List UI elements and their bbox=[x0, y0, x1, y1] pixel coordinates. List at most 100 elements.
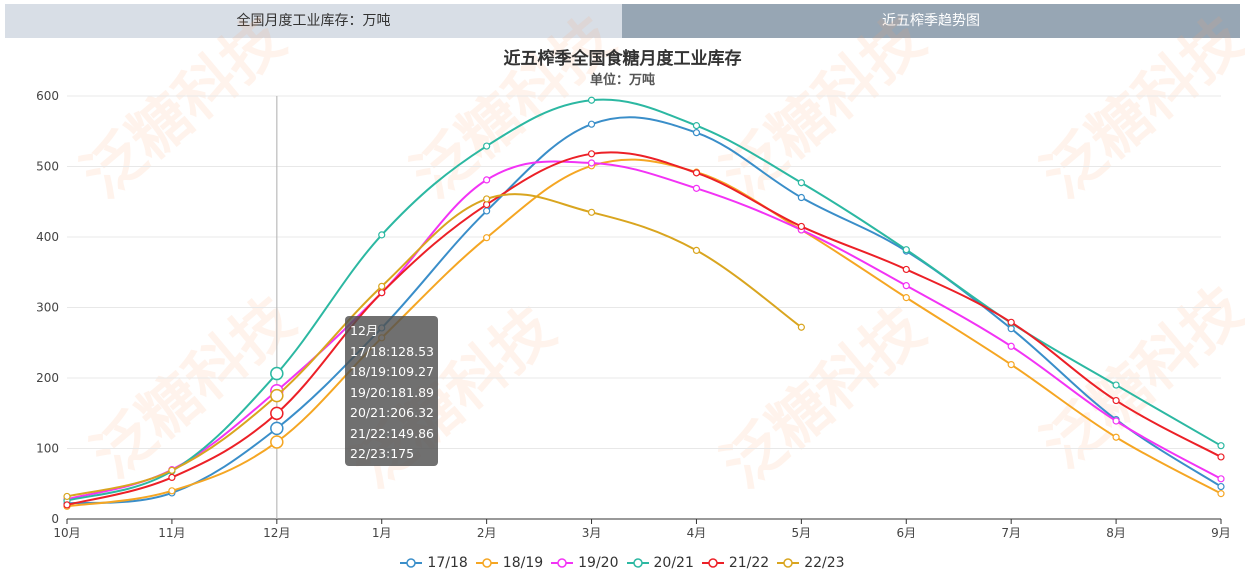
tab-monthly-inventory[interactable]: 全国月度工业库存：万吨 bbox=[5, 4, 622, 38]
y-tick-label: 600 bbox=[36, 89, 59, 103]
chart-subtitle: 单位：万吨 bbox=[589, 73, 655, 88]
tab-five-season-trend[interactable]: 近五榨季趋势图 bbox=[622, 4, 1240, 38]
tooltip-line-2223: 22/23:175 bbox=[350, 446, 415, 461]
y-tick-label: 0 bbox=[51, 512, 59, 526]
tooltip-line-1819: 18/19:109.27 bbox=[350, 364, 434, 379]
data-point bbox=[270, 366, 284, 381]
x-tick-label: 11月 bbox=[158, 526, 185, 540]
data-point bbox=[692, 122, 701, 130]
data-point bbox=[902, 265, 910, 274]
y-tick-label: 300 bbox=[36, 301, 59, 315]
data-point bbox=[797, 193, 805, 202]
data-point bbox=[1112, 396, 1120, 405]
legend-label: 21/22 bbox=[728, 555, 770, 571]
data-point bbox=[168, 466, 176, 474]
x-tick-label: 12月 bbox=[263, 526, 290, 540]
x-tick-label: 5月 bbox=[792, 526, 812, 540]
legend-label: 20/21 bbox=[653, 555, 694, 571]
data-point bbox=[902, 294, 910, 302]
legend-item-2223[interactable]: 22/23 bbox=[777, 555, 845, 571]
tooltip-line-1920: 19/20:181.89 bbox=[350, 384, 434, 400]
data-point bbox=[797, 222, 805, 231]
y-tick-label: 400 bbox=[36, 230, 59, 244]
legend-marker-icon bbox=[777, 558, 800, 568]
data-point bbox=[1217, 442, 1225, 450]
data-point bbox=[63, 501, 71, 509]
y-tick-label: 100 bbox=[36, 442, 59, 456]
tooltip-line-2021: 20/21:206.32 bbox=[350, 405, 434, 420]
data-point bbox=[483, 207, 491, 215]
tooltip-line-1718: 17/18:128.53 bbox=[350, 343, 434, 359]
series-line-2223 bbox=[66, 193, 802, 498]
legend-marker-icon bbox=[626, 558, 649, 568]
data-point bbox=[483, 142, 491, 150]
data-point bbox=[587, 208, 596, 216]
x-tick-label: 6月 bbox=[896, 526, 916, 540]
data-point bbox=[902, 246, 910, 254]
legend-marker-icon bbox=[701, 558, 724, 568]
data-point bbox=[587, 159, 596, 167]
legend-label: 17/18 bbox=[427, 555, 468, 571]
data-point bbox=[587, 120, 596, 128]
data-point bbox=[270, 406, 284, 421]
data-point bbox=[378, 282, 386, 290]
series-line-1920 bbox=[66, 160, 1222, 501]
data-point bbox=[692, 129, 701, 137]
data-point bbox=[378, 231, 386, 239]
data-point bbox=[1112, 381, 1120, 389]
data-point bbox=[63, 492, 71, 501]
legend-item-1718[interactable]: 17/18 bbox=[400, 555, 468, 571]
legend-label: 19/20 bbox=[578, 555, 619, 571]
data-point bbox=[1112, 433, 1120, 441]
data-point bbox=[1217, 475, 1225, 483]
x-tick-label: 7月 bbox=[1001, 526, 1021, 540]
data-point bbox=[1217, 490, 1225, 498]
chart-tooltip: 12月 17/18:128.53 18/19:109.27 19/20:181.… bbox=[345, 316, 438, 466]
legend-item-2021[interactable]: 20/21 bbox=[626, 555, 694, 571]
legend-item-1819[interactable]: 18/19 bbox=[475, 555, 543, 571]
x-tick-label: 10月 bbox=[53, 526, 80, 540]
data-point bbox=[1112, 417, 1120, 425]
data-point bbox=[483, 234, 491, 242]
data-point bbox=[1217, 482, 1225, 491]
data-point bbox=[1007, 318, 1015, 326]
legend-marker-icon bbox=[551, 558, 574, 568]
legend-label: 22/23 bbox=[804, 555, 845, 571]
data-point bbox=[483, 195, 491, 203]
y-tick-label: 500 bbox=[36, 160, 59, 174]
chart-legend: 17/18 18/19 19/20 20/21 21/22 22/23 bbox=[0, 553, 1245, 573]
tab-bar: 全国月度工业库存：万吨 近五榨季趋势图 bbox=[5, 4, 1240, 38]
data-point bbox=[1217, 453, 1225, 461]
chart-title: 近五榨季全国食糖月度工业库存 bbox=[503, 49, 742, 69]
data-point bbox=[168, 487, 176, 495]
series-line-1718 bbox=[66, 116, 1222, 505]
data-point bbox=[378, 289, 386, 297]
series-line-1819 bbox=[66, 158, 1222, 508]
tooltip-line-2122: 21/22:149.86 bbox=[350, 425, 434, 441]
legend-item-2122[interactable]: 21/22 bbox=[701, 555, 770, 571]
data-point bbox=[692, 246, 701, 254]
data-point bbox=[797, 323, 805, 331]
data-point bbox=[902, 282, 910, 290]
data-point bbox=[587, 150, 596, 158]
legend-marker-icon bbox=[475, 558, 498, 568]
data-point bbox=[483, 176, 491, 184]
data-point bbox=[270, 421, 284, 436]
legend-item-1920[interactable]: 19/20 bbox=[551, 555, 619, 571]
x-tick-label: 2月 bbox=[477, 526, 497, 540]
y-tick-label: 200 bbox=[36, 371, 59, 385]
legend-marker-icon bbox=[400, 558, 423, 568]
data-point bbox=[270, 388, 284, 403]
data-point bbox=[692, 184, 701, 192]
data-point bbox=[270, 435, 284, 449]
data-point bbox=[1007, 361, 1015, 369]
data-point bbox=[587, 96, 596, 104]
x-tick-label: 4月 bbox=[687, 526, 707, 540]
tooltip-title: 12月 bbox=[350, 323, 379, 338]
x-tick-label: 1月 bbox=[372, 526, 392, 540]
data-point bbox=[168, 473, 176, 482]
data-point bbox=[692, 169, 701, 177]
x-tick-label: 9月 bbox=[1211, 526, 1231, 540]
data-point bbox=[797, 179, 805, 187]
